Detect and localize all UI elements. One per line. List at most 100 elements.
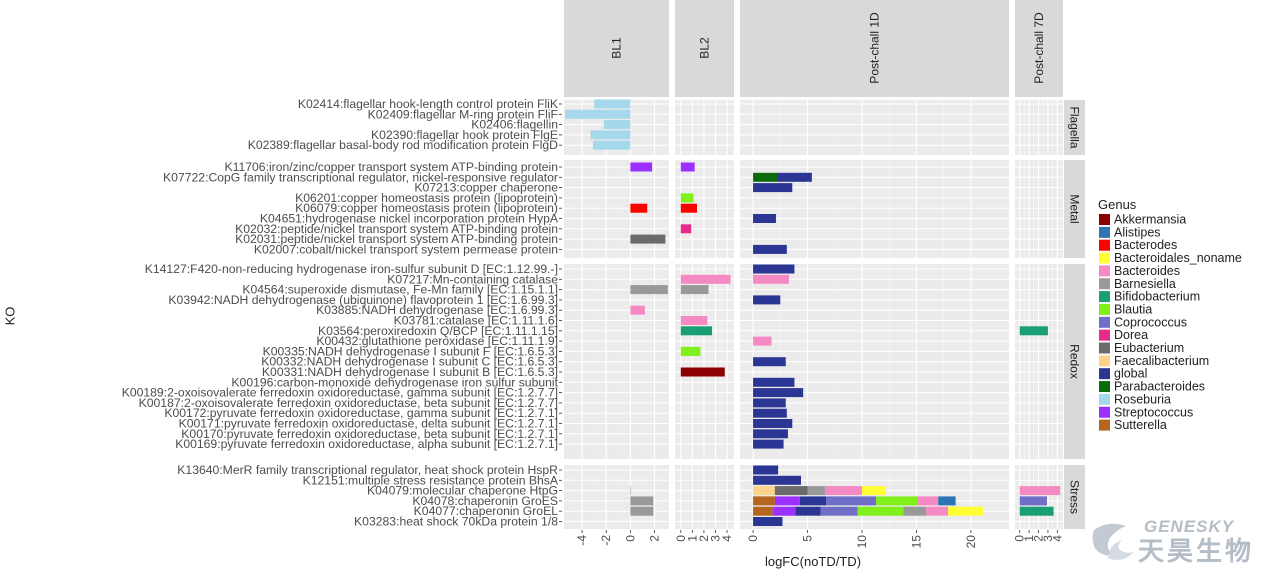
x-tick-label: 1	[1022, 535, 1036, 542]
bar-streptococcus	[772, 506, 796, 516]
facet-label-stress: Stress	[1068, 480, 1082, 514]
panel-strip-P1	[740, 0, 1009, 97]
panel-strip-BL2	[675, 0, 734, 97]
bar-roseburia	[592, 140, 631, 150]
ko-label: K02032:peptide/nickel transport system A…	[235, 222, 558, 236]
ko-label: K03781:catalase [EC:1.11.1.6]	[394, 314, 558, 328]
x-tick-label: -4	[575, 535, 589, 546]
bar-global	[753, 264, 795, 274]
x-tick-label: 3	[1041, 535, 1055, 542]
legend-swatch-parabacteroides	[1099, 381, 1110, 393]
legend-swatch-faecalibacterium	[1099, 355, 1110, 367]
bar-barnesiella	[630, 506, 654, 516]
bar-bacteroides	[753, 274, 790, 284]
brand-name-en: GENESKY	[1144, 517, 1235, 536]
ko-label: K13640:MerR family transcriptional regul…	[177, 463, 558, 477]
bar-blautia	[876, 496, 918, 506]
x-tick-label: 1	[685, 535, 699, 542]
bar-bifidobacterium	[1019, 506, 1054, 516]
legend-swatch-roseburia	[1099, 393, 1110, 405]
ko-label: K02390:flagellar hook protein FlgE	[371, 128, 558, 142]
facet-label-redox: Redox	[1068, 344, 1082, 379]
ko-label: K12151:multiple stress resistance protei…	[303, 473, 559, 487]
bar-bacteroides	[824, 486, 862, 496]
x-tick-label: 0	[746, 535, 760, 542]
ko-label: K03564:peroxiredoxin Q/BCP [EC:1.11.1.15…	[318, 324, 558, 338]
ko-label: K04078:chaperonin GroES	[412, 494, 558, 508]
bar-global	[753, 439, 784, 449]
legend-title: Genus	[1098, 197, 1137, 212]
bar-roseburia	[565, 109, 631, 119]
legend-swatch-bacteroides	[1099, 265, 1110, 277]
bar-barnesiella	[630, 285, 668, 295]
y-axis-title: KO	[3, 307, 18, 326]
genesky-swirl-icon	[1092, 523, 1134, 560]
legend-swatch-sutterella	[1099, 419, 1110, 431]
bar-global	[753, 295, 781, 305]
bar-streptococcus	[774, 496, 800, 506]
ko-label: K00332:NADH dehydrogenase I subunit C [E…	[261, 355, 558, 369]
bar-dorea	[680, 224, 692, 234]
bar-global	[753, 408, 787, 418]
legend-entry-parabacteroides: Parabacteroides	[1114, 380, 1205, 394]
ko-label: K02406:flagellin	[471, 118, 558, 132]
ko-label: K00171:pyruvate ferredoxin oxidoreductas…	[179, 417, 558, 431]
ko-label: K00432:glutathione peroxidase [EC:1.11.1…	[316, 334, 558, 348]
ko-label: K06079:copper homeostasis protein (lipop…	[295, 201, 558, 215]
bar-global	[753, 429, 788, 439]
ko-label: K02409:flagellar M-ring protein FliF	[368, 107, 558, 121]
bar-akkermansia	[680, 367, 725, 377]
bar-global	[799, 496, 827, 506]
bar-barnesiella	[630, 486, 631, 496]
x-tick-label: -2	[599, 535, 613, 546]
x-axis-title: logFC(noTD/TD)	[765, 554, 861, 569]
legend-entry-bacterodes: Bacterodes	[1114, 238, 1177, 252]
panel-label-P1: Post-chall 1D	[868, 12, 882, 84]
bar-bacteroides	[630, 305, 645, 315]
legend-entry-eubacterium: Eubacterium	[1114, 341, 1184, 355]
bar-bacteroidales-noname	[948, 506, 983, 516]
bar-global	[753, 377, 795, 387]
bar-bacteroidales-noname	[861, 486, 886, 496]
legend-swatch-streptococcus	[1099, 406, 1110, 418]
x-tick-label: 2	[697, 535, 711, 542]
facet-strip	[1064, 100, 1085, 155]
legend-entry-roseburia: Roseburia	[1114, 392, 1171, 406]
bar-global	[753, 357, 786, 367]
x-tick-label: 0	[623, 535, 637, 542]
ko-label: K07722:CopG family transcriptional regul…	[163, 170, 558, 184]
genesky-logo: GENESKY 天昊生物	[1092, 517, 1251, 567]
bar-global	[795, 506, 821, 516]
facet-strip	[1064, 264, 1085, 459]
bar-bacterodes	[630, 203, 648, 213]
legend-swatch-blautia	[1099, 303, 1110, 315]
bar-global	[753, 475, 801, 485]
bar-global	[753, 517, 783, 526]
x-tick-label: 0	[674, 535, 688, 542]
panel-label-P7: Post-chall 7D	[1032, 12, 1046, 84]
panel-background	[675, 100, 734, 155]
bar-barnesiella	[903, 506, 927, 516]
legend-entry-coprococcus: Coprococcus	[1114, 315, 1187, 329]
bar-roseburia	[603, 120, 631, 130]
ko-label: K00196:carbon-monoxide dehydrogenase iro…	[231, 375, 558, 389]
legend-entry-blautia: Blautia	[1114, 302, 1152, 316]
legend-swatch-dorea	[1099, 329, 1110, 341]
ko-label: K03283:heat shock 70kDa protein 1/8	[354, 515, 558, 529]
x-tick-label: 2	[648, 535, 662, 542]
bar-bacteroides	[926, 506, 949, 516]
bar-roseburia	[590, 130, 631, 140]
bar-coprococcus	[826, 496, 877, 506]
bar-streptococcus	[680, 162, 695, 172]
bar-blautia	[857, 506, 904, 516]
legend-swatch-global	[1099, 368, 1110, 380]
legend-entry-alistipes: Alistipes	[1114, 225, 1161, 239]
ko-label: K02414:flagellar hook-length control pro…	[298, 97, 558, 111]
x-tick-label: 0	[1013, 535, 1027, 542]
bar-global	[777, 172, 812, 182]
ko-label: K02031:peptide/nickel transport system A…	[235, 232, 558, 246]
facet-label-flagella: Flagella	[1068, 106, 1082, 148]
legend-entry-akkermansia: Akkermansia	[1114, 213, 1186, 227]
legend-entry-barnesiella: Barnesiella	[1114, 277, 1176, 291]
